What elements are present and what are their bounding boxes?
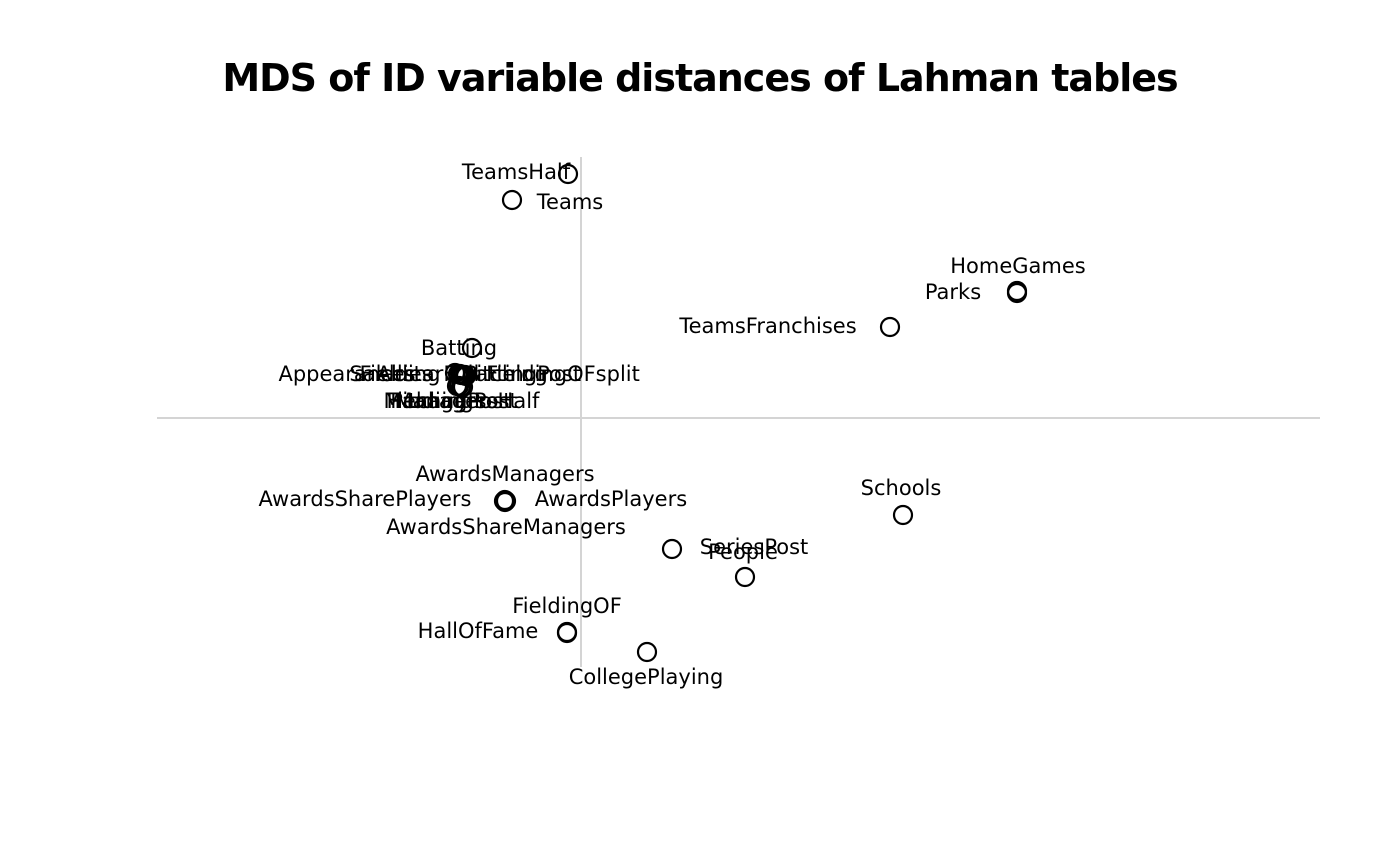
data-label-FieldingPost: FieldingPost	[387, 389, 512, 413]
data-label-AwardsShareManagers: AwardsShareManagers	[386, 515, 626, 539]
data-point-People	[734, 566, 756, 588]
axis-lines-group	[157, 157, 1320, 667]
points-group	[444, 163, 1028, 663]
data-label-TeamsHalf: TeamsHalf	[461, 160, 571, 184]
data-label-SeriesPost: SeriesPost	[700, 535, 809, 559]
data-label-FieldingOF: FieldingOF	[512, 594, 622, 618]
data-label-PitchingPost: PitchingPost	[390, 389, 518, 413]
data-label-AwardsSharePlayers: AwardsSharePlayers	[259, 487, 472, 511]
data-point-Parks	[1006, 282, 1028, 304]
data-point-Teams	[501, 189, 523, 211]
chart-title: MDS of ID variable distances of Lahman t…	[222, 56, 1178, 100]
data-label-FieldingOFsplit: FieldingOFsplit	[486, 362, 640, 386]
data-label-AwardsManagers: AwardsManagers	[415, 462, 594, 486]
data-label-ManagersHalf: ManagersHalf	[395, 389, 540, 413]
data-label-HallOfFame: HallOfFame	[418, 619, 539, 643]
data-point-ManagersHalf	[452, 376, 474, 398]
data-point-Schools	[892, 504, 914, 526]
data-label-AllstarFull: AllstarFull	[377, 362, 480, 386]
data-label-AwardsPlayers: AwardsPlayers	[535, 487, 687, 511]
data-label-Pitching: Pitching	[464, 362, 548, 386]
data-point-TeamsFranchises	[879, 316, 901, 338]
data-label-TeamsFranchises: TeamsFranchises	[678, 314, 856, 338]
data-label-BattingPost: BattingPost	[461, 362, 581, 386]
data-label-Teams: Teams	[536, 190, 603, 214]
data-label-CollegePlaying: CollegePlaying	[569, 665, 724, 689]
data-point-TeamsHalf	[557, 163, 579, 185]
data-label-Schools: Schools	[861, 476, 942, 500]
data-label-Appearances: Appearances	[278, 362, 415, 386]
data-point-AwardsShareManagers	[494, 491, 516, 513]
data-point-Batting	[461, 337, 483, 359]
data-label-People: People	[708, 540, 778, 564]
data-label-Managers: Managers	[384, 389, 487, 413]
data-point-CollegePlaying	[636, 641, 658, 663]
data-label-Fielding: Fielding	[360, 362, 441, 386]
data-label-Parks: Parks	[925, 280, 981, 304]
data-point-HallOfFame	[556, 622, 578, 644]
data-label-HomeGames: HomeGames	[950, 254, 1085, 278]
data-label-Batting: Batting	[421, 336, 497, 360]
data-point-SeriesPost	[661, 538, 683, 560]
data-label-Salaries: Salaries	[349, 362, 432, 386]
